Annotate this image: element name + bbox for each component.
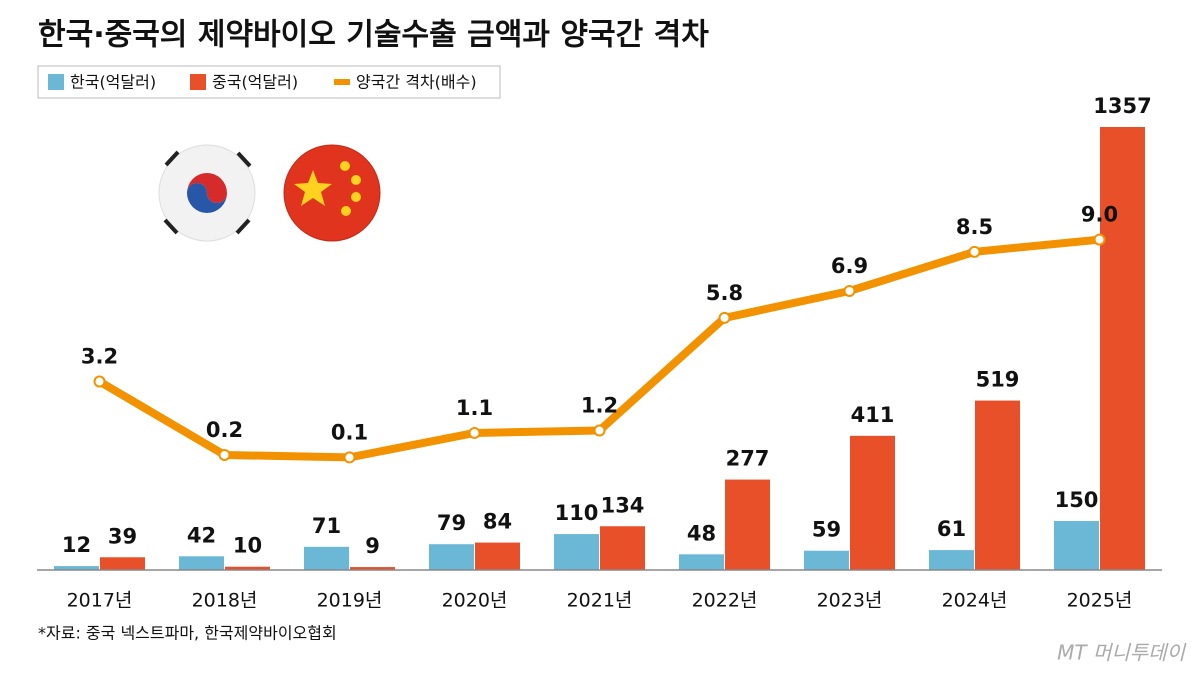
line-value-label: 0.1 <box>331 420 368 444</box>
bar <box>225 566 270 570</box>
bar-value-label: 10 <box>233 534 262 558</box>
legend-label: 중국(억달러) <box>212 73 298 92</box>
line-value-label: 3.2 <box>81 345 118 369</box>
line-point <box>1093 233 1106 246</box>
bar <box>1100 127 1145 570</box>
legend-swatch <box>190 74 206 90</box>
bar <box>429 544 474 570</box>
bar-value-label: 519 <box>976 368 1020 392</box>
bar-value-label: 48 <box>687 521 716 545</box>
bar-value-label: 59 <box>812 518 841 542</box>
line-value-label: 8.5 <box>956 215 993 239</box>
x-tick-label: 2022년 <box>692 590 758 612</box>
bar <box>350 567 395 570</box>
bar-value-label: 84 <box>483 510 512 534</box>
line-value-label: 0.2 <box>206 418 243 442</box>
line-point <box>468 426 481 439</box>
bar-value-label: 42 <box>187 523 216 547</box>
line-value-label: 1.2 <box>581 393 618 417</box>
x-tick-label: 2024년 <box>942 590 1008 612</box>
line-point <box>343 451 356 464</box>
x-tick-label: 2019년 <box>317 590 383 612</box>
bar <box>475 542 520 570</box>
bar <box>1054 521 1099 570</box>
bar <box>54 566 99 570</box>
line-point <box>218 448 231 461</box>
line-point <box>93 375 106 388</box>
bar-value-label: 134 <box>601 493 645 517</box>
bar-value-label: 277 <box>726 447 770 471</box>
watermark: MT 머니투데이 <box>1057 641 1186 665</box>
line-point <box>593 424 606 437</box>
x-tick-label: 2017년 <box>67 590 133 612</box>
bar <box>304 546 349 570</box>
bar <box>679 554 724 570</box>
bar <box>850 435 895 570</box>
x-tick-label: 2018년 <box>192 590 258 612</box>
line-value-label: 9.0 <box>1081 203 1118 227</box>
legend-frame <box>37 65 501 99</box>
bar <box>725 479 770 570</box>
x-tick-label: 2025년 <box>1067 590 1133 612</box>
x-tick-label: 2023년 <box>817 590 883 612</box>
line-point <box>843 284 856 297</box>
line-point <box>718 311 731 324</box>
bar-value-label: 1357 <box>1093 94 1151 118</box>
bar <box>100 557 145 570</box>
bar-value-label: 71 <box>312 514 341 538</box>
line-value-label: 6.9 <box>831 254 868 278</box>
source-note: *자료: 중국 넥스트파마, 한국제약바이오협회 <box>38 624 337 643</box>
bar-value-label: 61 <box>937 517 966 541</box>
line-point <box>968 245 981 258</box>
bar <box>600 526 645 570</box>
bar-value-label: 110 <box>555 501 599 525</box>
bar-value-label: 79 <box>437 511 466 535</box>
bar <box>929 550 974 570</box>
bar-value-label: 9 <box>365 534 380 558</box>
china-flag <box>283 144 381 242</box>
bar-value-label: 12 <box>62 533 91 557</box>
legend-label: 한국(억달러) <box>70 73 156 92</box>
bar-value-label: 411 <box>851 403 895 427</box>
bar-value-label: 39 <box>108 524 137 548</box>
korea-flag <box>158 144 256 242</box>
bar-value-label: 150 <box>1055 488 1099 512</box>
line-value-label: 5.8 <box>706 281 743 305</box>
legend-label: 양국간 격차(배수) <box>356 73 477 92</box>
bar <box>179 556 224 570</box>
line-value-label: 1.1 <box>456 396 493 420</box>
legend-swatch <box>48 74 64 90</box>
chart-title: 한국·중국의 제약바이오 기술수출 금액과 양국간 격차 <box>38 18 709 53</box>
bar <box>554 534 599 570</box>
bar <box>804 550 849 570</box>
x-tick-label: 2020년 <box>442 590 508 612</box>
bar <box>975 400 1020 570</box>
x-tick-label: 2021년 <box>567 590 633 612</box>
